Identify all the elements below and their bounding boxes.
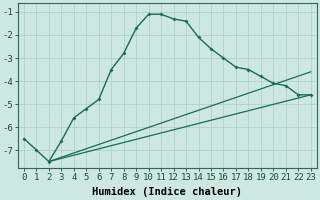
X-axis label: Humidex (Indice chaleur): Humidex (Indice chaleur)	[92, 187, 242, 197]
